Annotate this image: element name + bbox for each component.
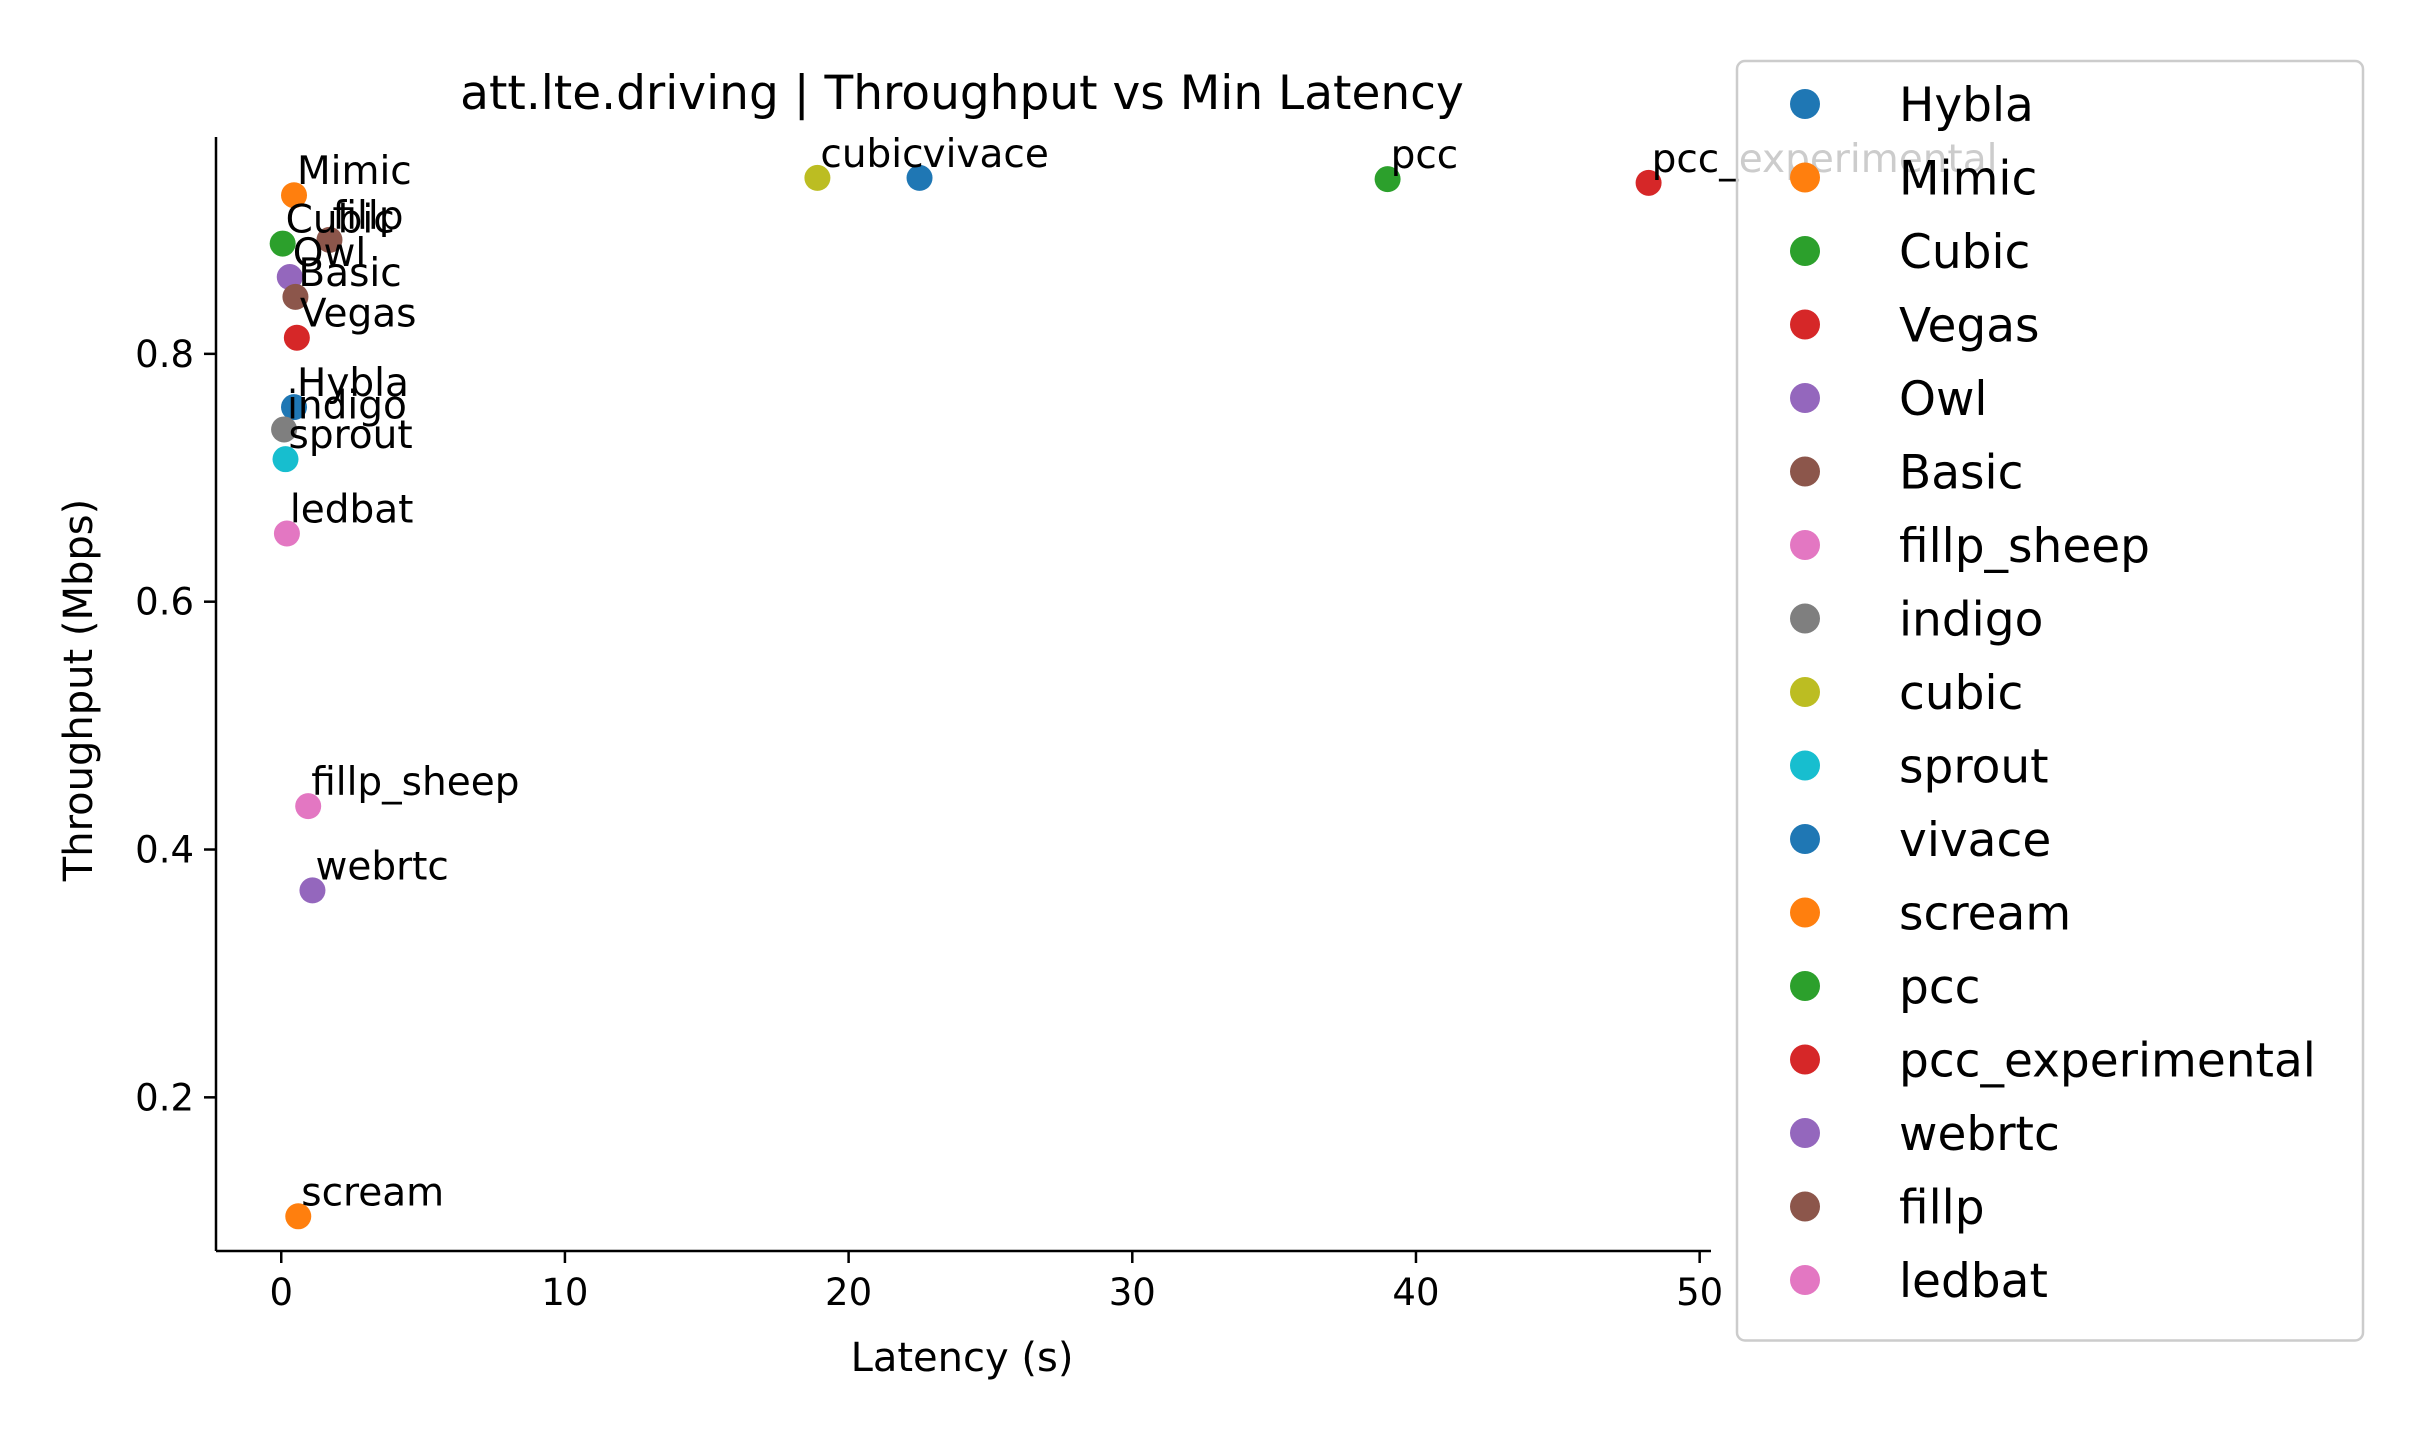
point-label-sprout: sprout xyxy=(289,413,413,458)
point-label-Cubic: Cubic xyxy=(286,198,395,243)
legend-marker-fillp_sheep xyxy=(1790,530,1820,560)
data-point-Owl xyxy=(276,264,303,291)
legend-label-webrtc: webrtc xyxy=(1899,1107,2060,1162)
point-label-cubic: cubic xyxy=(820,132,923,177)
point-label-ledbat: ledbat xyxy=(290,488,414,533)
x-tick-label: 10 xyxy=(541,1271,588,1314)
legend-marker-Vegas xyxy=(1790,309,1820,340)
legend-label-fillp_sheep: fillp_sheep xyxy=(1899,519,2150,574)
point-label-pcc: pcc xyxy=(1391,133,1459,178)
x-axis-label: Latency (s) xyxy=(851,1335,1074,1381)
point-label-indigo: indigo xyxy=(287,383,407,428)
point-label-Basic: Basic xyxy=(298,251,401,296)
legend-marker-webrtc xyxy=(1790,1118,1820,1148)
legend-marker-Mimic xyxy=(1790,162,1820,193)
legend-label-cubic: cubic xyxy=(1899,666,2023,721)
point-label-vivace: vivace xyxy=(923,132,1049,177)
y-axis-label: Throughput (Mbps) xyxy=(56,499,102,882)
data-point-pcc xyxy=(1374,166,1401,193)
x-tick-label: 30 xyxy=(1109,1271,1156,1314)
x-tick-label: 50 xyxy=(1676,1271,1723,1314)
data-point-Hybla xyxy=(281,394,308,421)
legend-label-indigo: indigo xyxy=(1899,593,2043,648)
axes: 0 10 20 30 40 50 0.2 0.4 0.6 0.8 xyxy=(135,137,1723,1314)
data-point-fillp xyxy=(316,226,343,253)
x-tick-label: 40 xyxy=(1392,1271,1439,1314)
legend-marker-sprout xyxy=(1790,750,1820,781)
data-point-scream xyxy=(285,1203,312,1230)
point-label-fillp: fillp xyxy=(332,194,403,239)
point-label-webrtc: webrtc xyxy=(315,844,448,889)
legend-marker-pcc xyxy=(1790,971,1820,1001)
data-point-webrtc xyxy=(299,877,326,904)
legend-label-Owl: Owl xyxy=(1899,372,1988,427)
legend-marker-scream xyxy=(1790,897,1820,928)
data-point-vivace xyxy=(906,164,933,191)
point-label-Vegas: Vegas xyxy=(300,292,417,337)
data-point-indigo xyxy=(271,416,298,443)
legend-marker-indigo xyxy=(1790,603,1820,634)
legend-label-Cubic: Cubic xyxy=(1899,225,2030,280)
legend-label-pcc: pcc xyxy=(1899,960,1981,1015)
legend: Hybla Mimic Cubic Vegas Owl Basic fillp_sheepi… xyxy=(1735,59,2365,1342)
data-point-Mimic xyxy=(281,182,308,209)
legend-label-pcc_experimental: pcc_experimental xyxy=(1899,1034,2316,1089)
legend-marker-Basic xyxy=(1790,456,1820,487)
data-point-sprout xyxy=(272,446,299,473)
chart-title: att.lte.driving | Throughput vs Min Late… xyxy=(460,66,1464,121)
legend-label-fillp: fillp xyxy=(1899,1181,1985,1236)
legend-marker-Owl xyxy=(1790,383,1820,413)
data-point-Cubic xyxy=(269,230,296,257)
y-tick-label: 0.4 xyxy=(135,829,194,872)
legend-marker-vivace xyxy=(1790,824,1820,854)
legend-label-Vegas: Vegas xyxy=(1899,299,2040,354)
y-tick-label: 0.8 xyxy=(135,333,194,376)
legend-marker-pcc_experimental xyxy=(1790,1044,1820,1075)
legend-label-Mimic: Mimic xyxy=(1899,152,2037,207)
data-point-ledbat xyxy=(273,520,300,547)
data-point-Basic xyxy=(282,283,309,310)
legend-marker-Cubic xyxy=(1790,236,1820,266)
legend-marker-cubic xyxy=(1790,677,1820,707)
data-point-cubic xyxy=(804,164,831,191)
data-point-pcc_experimental xyxy=(1635,169,1662,196)
y-tick-label: 0.6 xyxy=(135,581,194,624)
legend-marker-ledbat xyxy=(1790,1265,1820,1295)
legend-label-sprout: sprout xyxy=(1899,740,2049,795)
point-label-Owl: Owl xyxy=(293,231,366,276)
legend-marker-fillp xyxy=(1790,1191,1820,1222)
point-label-Hybla: Hybla xyxy=(297,361,409,406)
point-label-Mimic: Mimic xyxy=(297,149,412,194)
legend-label-Basic: Basic xyxy=(1899,446,2023,501)
x-tick-label: 20 xyxy=(825,1271,872,1314)
legend-label-Hybla: Hybla xyxy=(1899,78,2034,133)
x-tick-label: 0 xyxy=(269,1271,293,1314)
legend-marker-Hybla xyxy=(1790,89,1820,119)
data-point-Vegas xyxy=(283,324,310,351)
data-point-fillp_sheep xyxy=(295,793,322,820)
point-label-fillp_sheep: fillp_sheep xyxy=(311,760,519,805)
point-label-scream: scream xyxy=(301,1170,444,1215)
legend-box xyxy=(1735,59,2365,1342)
legend-label-vivace: vivace xyxy=(1899,813,2051,868)
data-points xyxy=(269,164,1662,1230)
y-tick-label: 0.2 xyxy=(135,1076,194,1119)
legend-label-ledbat: ledbat xyxy=(1899,1254,2048,1309)
legend-label-scream: scream xyxy=(1899,887,2071,942)
